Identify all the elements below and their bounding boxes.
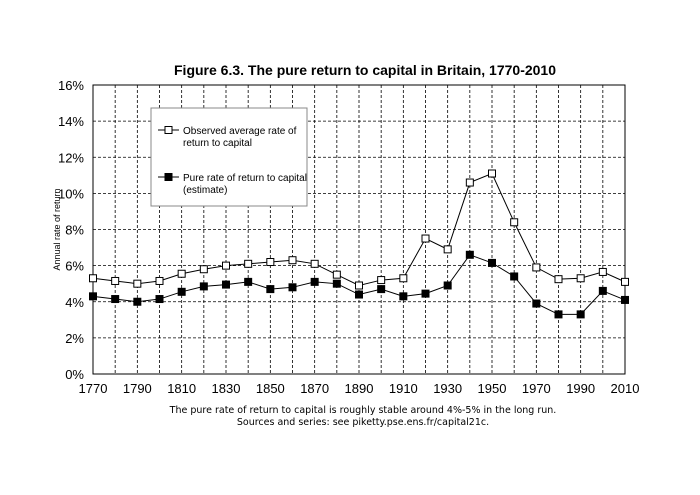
- legend-label: (estimate): [183, 185, 227, 196]
- data-point: [244, 277, 253, 286]
- data-point: [89, 274, 97, 283]
- data-point: [399, 274, 408, 283]
- data-point: [111, 276, 120, 285]
- x-tick-label: 1810: [167, 381, 196, 396]
- x-tick-label: 1950: [478, 381, 507, 396]
- data-point: [421, 289, 430, 298]
- x-tick-label: 2010: [611, 381, 640, 396]
- y-tick-label: 12%: [58, 150, 84, 165]
- data-point: [332, 270, 341, 279]
- data-point: [621, 295, 629, 304]
- x-tick-label: 1910: [389, 381, 418, 396]
- legend-box: [150, 107, 308, 207]
- data-point: [532, 299, 541, 308]
- data-point: [421, 234, 430, 243]
- legend-label: Pure rate of return to capital: [183, 173, 307, 184]
- x-tick-label: 1970: [522, 381, 551, 396]
- data-point: [510, 218, 519, 227]
- x-tick-label: 1790: [123, 381, 152, 396]
- x-tick-label: 1890: [345, 381, 374, 396]
- data-point: [89, 292, 97, 301]
- x-tick-label: 1830: [212, 381, 241, 396]
- data-point: [222, 280, 230, 289]
- data-point: [576, 310, 585, 319]
- data-point: [598, 286, 607, 295]
- legend-marker: [164, 173, 173, 181]
- legend-marker: [164, 126, 173, 134]
- grid-lines: [93, 85, 625, 374]
- chart-title: Figure 6.3. The pure return to capital i…: [174, 62, 556, 78]
- x-tick-label: 1770: [79, 381, 108, 396]
- data-point: [443, 281, 452, 290]
- data-point: [377, 276, 386, 285]
- y-tick-label: 4%: [65, 295, 84, 310]
- data-point: [443, 245, 452, 254]
- chart-note: The pure rate of return to capital is ro…: [169, 405, 557, 416]
- data-point: [177, 269, 186, 278]
- data-point: [554, 310, 563, 319]
- chart-source: Sources and series: see piketty.pse.ens.…: [237, 417, 489, 428]
- data-point: [377, 285, 386, 294]
- y-axis-ticks: 0% 2% 4% 6% 8% 10% 12% 14% 16%: [58, 78, 84, 382]
- x-tick-label: 1850: [256, 381, 285, 396]
- data-point: [399, 292, 408, 301]
- data-point: [155, 276, 164, 285]
- y-tick-label: 14%: [58, 114, 84, 129]
- data-point: [244, 259, 253, 268]
- data-point: [155, 295, 164, 304]
- y-tick-label: 0%: [65, 367, 84, 382]
- series-1: [89, 169, 629, 290]
- data-point: [288, 283, 297, 292]
- y-tick-label: 8%: [65, 223, 84, 238]
- data-point: [532, 263, 541, 272]
- x-axis-ticks: 1770 1790 1810 1830 1850 1870 1890 1910 1930 1950…: [79, 381, 640, 396]
- y-tick-label: 6%: [65, 259, 84, 274]
- data-point: [177, 287, 186, 296]
- legend-label: return to capital: [183, 138, 252, 149]
- y-tick-label: 10%: [58, 186, 84, 201]
- y-tick-label: 2%: [65, 331, 84, 346]
- data-point: [111, 295, 120, 304]
- data-point: [310, 277, 319, 286]
- plot-area-frame: [92, 84, 626, 375]
- data-point: [355, 281, 363, 290]
- data-point: [199, 265, 208, 274]
- y-tick-label: 16%: [58, 78, 84, 93]
- x-tick-label: 1990: [566, 381, 595, 396]
- data-point: [222, 261, 230, 270]
- x-tick-label: 1930: [433, 381, 462, 396]
- data-point: [266, 285, 275, 294]
- data-point: [488, 258, 496, 267]
- data-point: [465, 250, 474, 259]
- x-tick-label: 1870: [300, 381, 329, 396]
- data-point: [510, 272, 519, 281]
- data-point: [133, 279, 142, 288]
- data-point: [465, 178, 474, 187]
- data-point: [310, 259, 319, 268]
- data-point: [133, 297, 142, 306]
- data-point: [332, 279, 341, 288]
- data-point: [488, 169, 496, 178]
- series-2: [89, 250, 629, 319]
- legend-label: Observed average rate of: [183, 126, 297, 137]
- data-point: [199, 282, 208, 291]
- y-axis-label: Annual rate of return: [52, 188, 62, 270]
- data-point: [576, 274, 585, 283]
- data-point: [621, 277, 629, 286]
- series-layer: [89, 169, 629, 319]
- data-point: [288, 256, 297, 265]
- data-point: [598, 267, 607, 276]
- data-point: [554, 275, 563, 284]
- data-point: [266, 258, 275, 267]
- data-point: [355, 290, 363, 299]
